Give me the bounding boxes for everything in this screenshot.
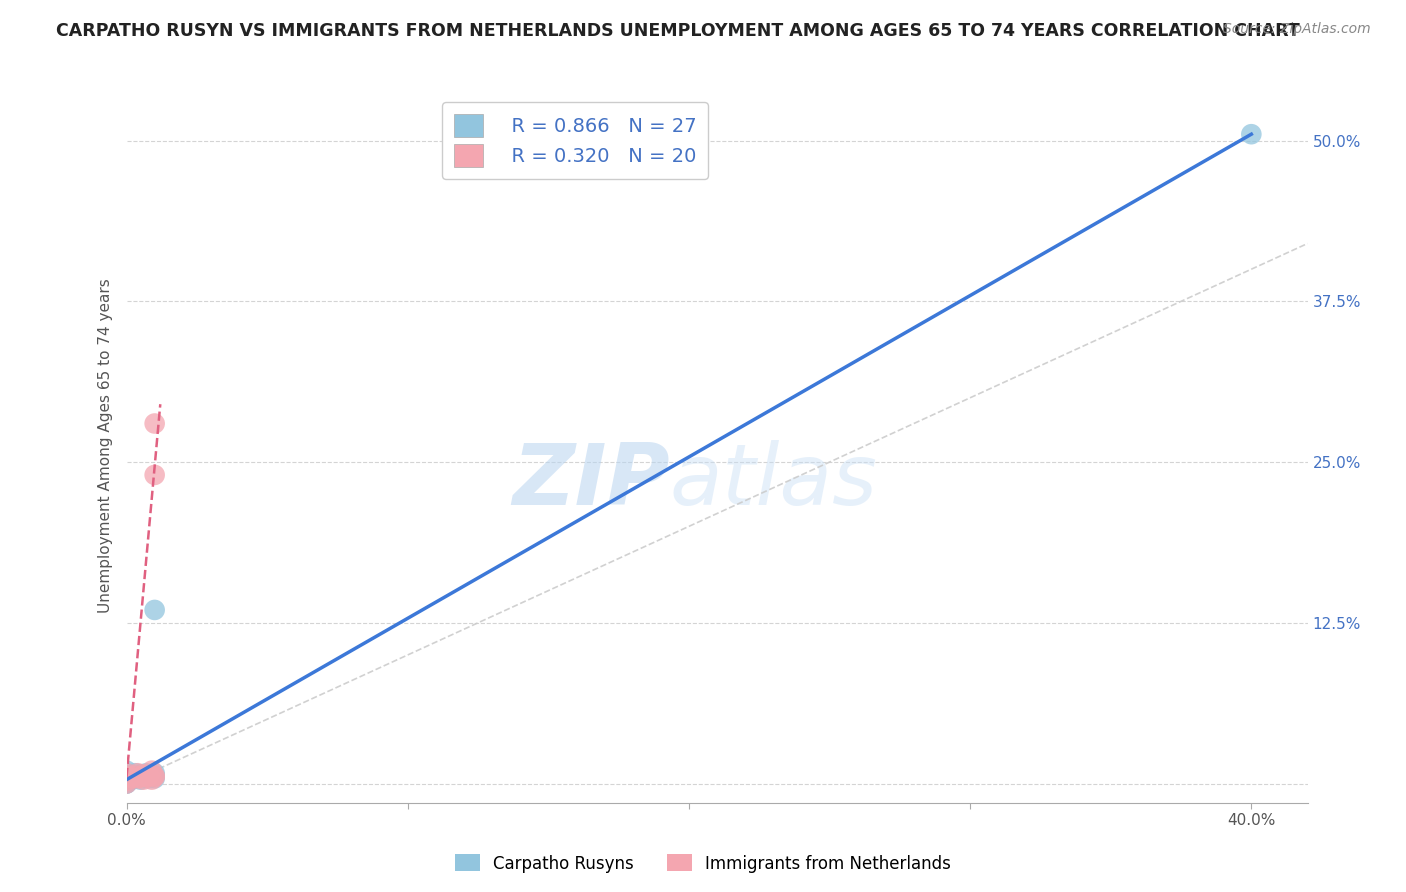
Point <box>115 767 138 781</box>
Legend:   R = 0.866   N = 27,   R = 0.320   N = 20: R = 0.866 N = 27, R = 0.320 N = 20 <box>443 103 709 178</box>
Point <box>143 770 166 784</box>
Point <box>127 770 149 784</box>
Point <box>143 766 166 780</box>
Point <box>124 769 146 783</box>
Text: Source: ZipAtlas.com: Source: ZipAtlas.com <box>1223 22 1371 37</box>
Point <box>132 770 155 784</box>
Point <box>135 769 157 783</box>
Point <box>115 766 138 780</box>
Point <box>143 772 166 786</box>
Point <box>138 772 160 786</box>
Text: CARPATHO RUSYN VS IMMIGRANTS FROM NETHERLANDS UNEMPLOYMENT AMONG AGES 65 TO 74 Y: CARPATHO RUSYN VS IMMIGRANTS FROM NETHER… <box>56 22 1301 40</box>
Point <box>115 776 138 790</box>
Text: ZIP: ZIP <box>512 440 669 524</box>
Point <box>141 772 163 787</box>
Point <box>124 766 146 780</box>
Point <box>132 772 155 787</box>
Point <box>115 764 138 778</box>
Point <box>143 769 166 783</box>
Point <box>1240 127 1263 141</box>
Y-axis label: Unemployment Among Ages 65 to 74 years: Unemployment Among Ages 65 to 74 years <box>97 278 112 614</box>
Point <box>115 770 138 784</box>
Point <box>115 769 138 783</box>
Point <box>141 764 163 778</box>
Point <box>143 769 166 783</box>
Point <box>115 772 138 787</box>
Point <box>143 467 166 482</box>
Point <box>115 776 138 790</box>
Point <box>135 770 157 784</box>
Point <box>127 766 149 780</box>
Point <box>121 772 143 787</box>
Legend: Carpatho Rusyns, Immigrants from Netherlands: Carpatho Rusyns, Immigrants from Netherl… <box>449 847 957 880</box>
Point <box>138 769 160 783</box>
Point <box>129 770 152 784</box>
Point <box>127 772 149 786</box>
Point <box>129 772 152 787</box>
Point <box>135 766 157 780</box>
Point <box>115 769 138 783</box>
Point <box>115 766 138 780</box>
Point <box>143 417 166 431</box>
Text: atlas: atlas <box>669 440 877 524</box>
Point <box>138 767 160 781</box>
Point <box>115 770 138 784</box>
Point <box>124 769 146 783</box>
Point <box>115 773 138 788</box>
Point <box>129 767 152 781</box>
Point <box>121 772 143 786</box>
Point <box>143 603 166 617</box>
Point <box>115 776 138 790</box>
Point <box>141 769 163 783</box>
Point <box>132 767 155 781</box>
Point <box>115 773 138 788</box>
Point <box>124 770 146 784</box>
